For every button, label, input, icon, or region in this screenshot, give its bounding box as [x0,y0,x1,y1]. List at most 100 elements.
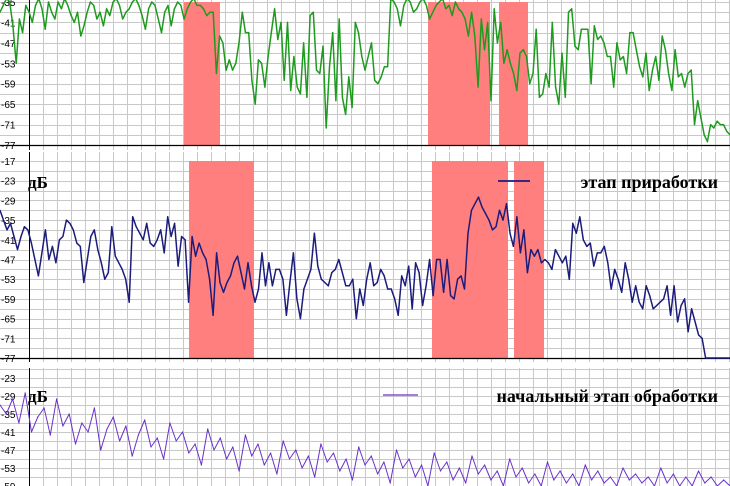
data-point [282,278,284,280]
data-point [199,4,201,6]
data-point [112,1,114,3]
data-point [240,272,242,274]
data-point [603,482,605,484]
data-point [319,72,321,75]
data-point [726,130,728,132]
data-point [177,1,179,3]
series-line [0,196,730,359]
data-point [137,434,139,436]
y-tick-labels: -35 -41 -47 -53 -59 -65 -71 -77 [1,0,16,152]
data-point [364,69,366,71]
data-point [490,479,492,481]
data-point [582,239,584,241]
data-point [89,1,91,3]
data-point [586,245,588,247]
data-point [226,281,228,284]
data-point [216,252,218,254]
data-point [419,1,421,3]
data-point [70,15,72,17]
data-point [443,291,445,293]
data-point [65,219,67,221]
data-point [233,262,235,264]
data-point [642,308,644,310]
data-point [125,278,127,280]
data-point [148,8,150,10]
data-point [597,470,599,472]
data-point [493,8,495,10]
data-point [639,66,641,68]
data-point [76,242,78,244]
data-point [358,446,360,448]
data-point [56,398,58,400]
data-point [584,28,586,30]
data-point [571,8,573,10]
data-point [339,470,341,472]
data-point [567,11,570,13]
data-point [649,295,651,297]
data-point [241,11,243,13]
legend: этап приработки [498,172,718,192]
data-point [325,127,327,129]
data-point [723,479,725,481]
data-point [44,28,46,30]
data-point [429,18,431,20]
data-point [722,357,724,359]
data-point [401,275,403,277]
data-point [213,449,215,451]
data-point [377,473,379,475]
data-point [86,258,88,261]
y-tick-label: -77 [1,141,16,152]
data-point [516,89,518,92]
data-point [261,62,263,64]
data-point [498,209,501,211]
data-point [631,301,633,303]
data-point [49,434,51,436]
data-point [248,31,250,34]
data-point [18,18,20,20]
data-point [403,4,405,6]
data-point [370,42,373,44]
data-point [577,49,579,51]
data-point [2,4,4,6]
data-point [538,96,541,98]
data-point [160,229,162,231]
data-point [448,4,450,6]
data-point [495,226,497,228]
data-point [458,8,460,10]
data-point [2,219,5,221]
data-point [228,59,230,61]
y-tick-label: -53 [1,59,16,70]
data-point [277,38,279,41]
data-point [267,55,269,58]
data-point [628,278,630,280]
data-point [383,275,385,277]
data-point [37,275,40,277]
data-point [83,25,85,27]
data-point [320,278,322,280]
data-point [645,285,647,287]
data-point [402,467,404,469]
data-point [537,249,539,251]
data-point [593,265,595,267]
data-point [369,262,371,264]
data-point [519,252,522,254]
data-point [609,476,612,478]
y-tick-label: -47 [1,446,16,457]
data-point [283,79,285,81]
panel-middle: -17 -23 -29 -35 -41 -47 -53 -59 -65 -71 -77 дБ этап … [0,152,730,365]
data-point [425,4,427,6]
data-point [718,357,721,359]
data-point [12,398,14,400]
data-point [128,8,130,10]
data-point [338,258,340,261]
data-point [264,86,266,88]
data-point [156,239,158,241]
data-point [452,479,454,481]
data-point [160,31,163,34]
data-point [564,96,566,98]
data-point [139,232,141,234]
data-point [490,100,492,102]
data-point [558,255,560,257]
data-point [290,89,292,92]
data-point [57,1,59,3]
